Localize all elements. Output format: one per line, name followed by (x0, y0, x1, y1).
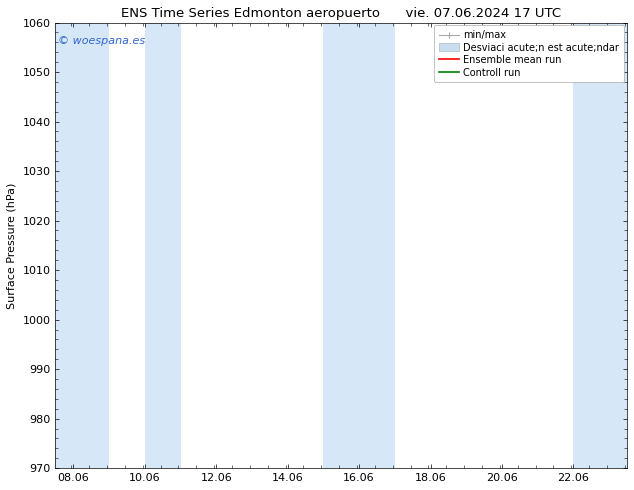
Legend: min/max, Desviaci acute;n est acute;ndar, Ensemble mean run, Controll run: min/max, Desviaci acute;n est acute;ndar… (434, 25, 624, 82)
Title: ENS Time Series Edmonton aeropuerto      vie. 07.06.2024 17 UTC: ENS Time Series Edmonton aeropuerto vie.… (121, 7, 561, 20)
Bar (145, 23, 181, 468)
Bar (56, 23, 109, 468)
Bar (323, 23, 395, 468)
Bar (574, 23, 627, 468)
Text: © woespana.es: © woespana.es (58, 36, 145, 46)
Y-axis label: Surface Pressure (hPa): Surface Pressure (hPa) (7, 182, 17, 309)
